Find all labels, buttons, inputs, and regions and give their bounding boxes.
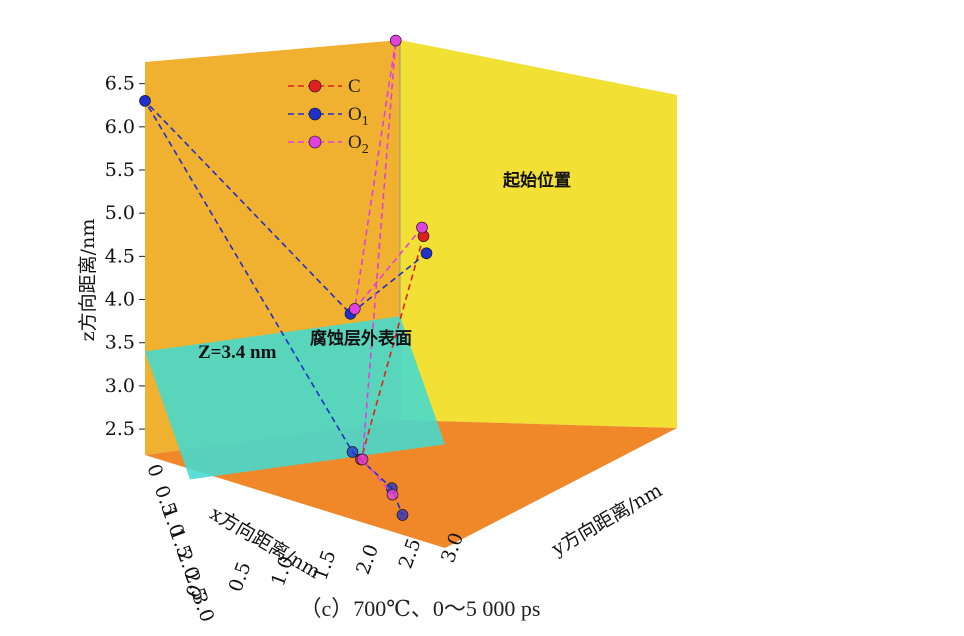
- figure-caption: （c）700℃、0～5 000 ps: [300, 596, 541, 621]
- z-tick-5.5: 5.5: [105, 159, 135, 181]
- series-o1: [139, 95, 433, 521]
- legend-marker-c: [308, 79, 322, 93]
- point-o1-0: [420, 247, 433, 260]
- point-o2-1: [348, 303, 361, 315]
- legend-item-c: C: [288, 76, 361, 97]
- y-tick-2.0: 2.0: [352, 541, 383, 577]
- x-tick-0: 0: [142, 461, 167, 480]
- point-o2-0: [416, 221, 428, 234]
- legend-label-o1: O1: [348, 104, 369, 129]
- z-tick-2.5: 2.5: [105, 418, 135, 440]
- legend-item-o1: O1: [288, 104, 369, 129]
- point-o1-2: [139, 95, 151, 107]
- z-tick-4.0: 4.0: [105, 289, 135, 311]
- series-o2: [348, 34, 428, 501]
- series-line-o2: [353, 40, 423, 496]
- legend-marker-o1: [308, 107, 322, 121]
- legend-marker-o2: [308, 135, 322, 149]
- z-tick-3.0: 3.0: [105, 375, 135, 397]
- y-tick-2.5: 2.5: [395, 536, 426, 572]
- x-axis-label: x方向距离/nm: [206, 502, 324, 583]
- y-tick-0.5: 0.5: [225, 559, 256, 595]
- z-tick-4.5: 4.5: [105, 245, 135, 267]
- surface-z-label: Z=3.4 nm: [198, 342, 277, 363]
- point-o1-3: [346, 446, 359, 458]
- legend-label-o2: O2: [348, 132, 369, 157]
- legend-label-c: C: [348, 76, 361, 97]
- point-o2-2: [389, 34, 402, 47]
- legend-label-sub-o2: 2: [362, 142, 369, 157]
- start-position-label: 起始位置: [502, 170, 571, 191]
- series-line-c: [360, 235, 425, 460]
- point-o2-4: [386, 488, 399, 501]
- z-tick-5.0: 5.0: [105, 202, 135, 224]
- z-tick-6.5: 6.5: [105, 73, 135, 95]
- z-tick-3.5: 3.5: [105, 332, 135, 354]
- z-axis-label: z方向距离/nm: [77, 219, 99, 342]
- surface-name-label: 腐蚀层外表面: [310, 328, 412, 349]
- point-o1-5: [396, 509, 409, 521]
- series-line-o1: [144, 100, 427, 516]
- y-axis-label: y方向距离/nm: [547, 479, 666, 560]
- point-o2-3: [356, 453, 369, 466]
- legend-item-o2: O2: [288, 132, 369, 157]
- right-wall: [400, 40, 677, 428]
- z-tick-6.0: 6.0: [105, 116, 135, 138]
- legend-label-main-o2: O: [348, 132, 362, 153]
- legend-label-sub-o1: 1: [362, 114, 369, 129]
- legend-label-main-o1: O: [348, 104, 362, 125]
